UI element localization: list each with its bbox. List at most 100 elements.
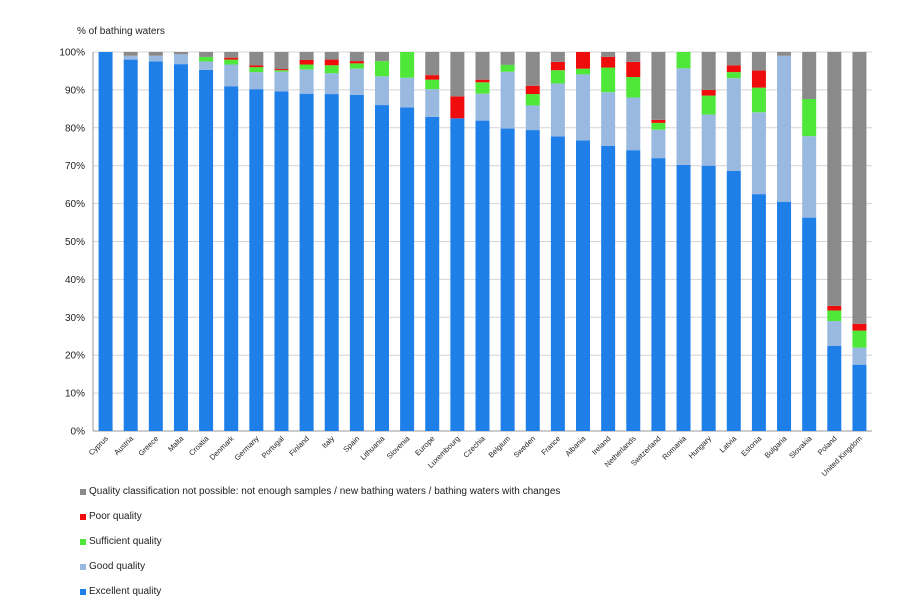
bar-segment [676, 164, 691, 431]
bar-segment [274, 52, 289, 70]
bar-segment [576, 68, 591, 75]
bar-segment [324, 65, 339, 74]
bar-segment [601, 67, 616, 93]
bar-segment [751, 52, 766, 71]
bar-segment [299, 69, 314, 94]
bar-segment [374, 61, 389, 77]
bar-segment [852, 330, 867, 348]
bar-segment [550, 70, 565, 84]
bar-segment [148, 52, 163, 56]
bar-segment [802, 52, 817, 99]
bar-segment [274, 70, 289, 72]
bar-segment [576, 52, 591, 69]
x-tick-label: Cyprus [87, 434, 110, 457]
legend-swatch [80, 488, 86, 495]
bar-segment [98, 52, 113, 431]
bar-segment [701, 114, 716, 166]
y-tick-label: 80% [65, 123, 85, 134]
bar-segment [701, 165, 716, 431]
bar-segment [676, 68, 691, 165]
x-tick-label: Belgium [487, 434, 513, 460]
bar-segment [726, 72, 741, 79]
bar-segment [576, 140, 591, 431]
bar-segment [450, 52, 465, 97]
bar-segment [726, 171, 741, 432]
bar-segment [550, 52, 565, 62]
bar-segment [324, 52, 339, 60]
y-tick-label: 40% [65, 275, 85, 286]
bar-segment [374, 52, 389, 62]
legend-item: Good quality [80, 561, 145, 572]
bar-segment [199, 61, 214, 70]
bar-segment [626, 61, 641, 78]
x-tick-label: Austria [112, 433, 135, 456]
legend-swatch [80, 588, 86, 595]
bar-segment [299, 64, 314, 70]
x-tick-label: Slovenia [385, 433, 412, 460]
y-tick-label: 100% [59, 48, 85, 59]
bar-segment [299, 52, 314, 60]
x-tick-label: Croatia [187, 433, 211, 457]
bar-segment [224, 64, 239, 87]
x-tick-label: Poland [816, 434, 839, 457]
bar-segment [726, 52, 741, 66]
bar-segment [324, 73, 339, 95]
x-tick-label: Europe [413, 434, 436, 457]
bar-segment [525, 94, 540, 106]
x-tick-label: Estonia [739, 433, 764, 458]
bar-segment [601, 56, 616, 68]
bar-segment [450, 96, 465, 119]
x-tick-label: Denmark [208, 434, 236, 462]
bar-segment [475, 52, 490, 80]
bar-segment [676, 52, 691, 69]
x-tick-label: Finland [287, 434, 311, 458]
x-tick-label: Portugal [260, 434, 286, 460]
bar-segment [274, 71, 289, 92]
bar-segment [550, 83, 565, 137]
bar-segment [651, 122, 666, 130]
bar-segment [324, 94, 339, 431]
bar-segment [249, 89, 264, 431]
bar-segment [500, 52, 515, 65]
x-tick-label: Latvia [718, 433, 739, 454]
x-tick-label: Bulgaria [763, 433, 789, 459]
legend-item: Poor quality [80, 511, 142, 522]
x-tick-label: Germany [233, 434, 261, 462]
bar-segment [751, 87, 766, 113]
bar-segment [550, 136, 565, 431]
bar-segment [651, 119, 666, 123]
bar-segment [374, 76, 389, 106]
bar-segment [173, 54, 188, 65]
x-tick-label: Albania [563, 433, 588, 458]
legend-swatch [80, 538, 86, 545]
bar-segment [123, 52, 138, 56]
bar-segment [224, 59, 239, 65]
bar-segment [500, 71, 515, 129]
bar-segment [349, 94, 364, 432]
bar-segment [249, 72, 264, 90]
bar-segment [651, 129, 666, 159]
bar-segment [425, 89, 440, 117]
bar-segment [525, 85, 540, 95]
y-tick-label: 10% [65, 389, 85, 400]
bar-segment [475, 82, 490, 94]
bar-segment [525, 130, 540, 431]
bar-segment [827, 345, 842, 431]
bar-segment [324, 59, 339, 66]
bar-segment [475, 120, 490, 431]
bar-segment [425, 75, 440, 80]
bar-segment [475, 79, 490, 83]
bar-segment [601, 92, 616, 146]
bar-segment [349, 52, 364, 62]
bar-segment [626, 52, 641, 62]
bar-segment [199, 52, 214, 57]
legend-label: Sufficient quality [89, 536, 162, 547]
bar-segment [827, 305, 842, 311]
bar-segment [525, 105, 540, 131]
bar-segment [827, 52, 842, 306]
bar-segment [299, 93, 314, 431]
bar-segment [751, 70, 766, 88]
y-tick-label: 0% [71, 427, 86, 438]
bar-segment [123, 59, 138, 432]
bar-segment [148, 61, 163, 431]
